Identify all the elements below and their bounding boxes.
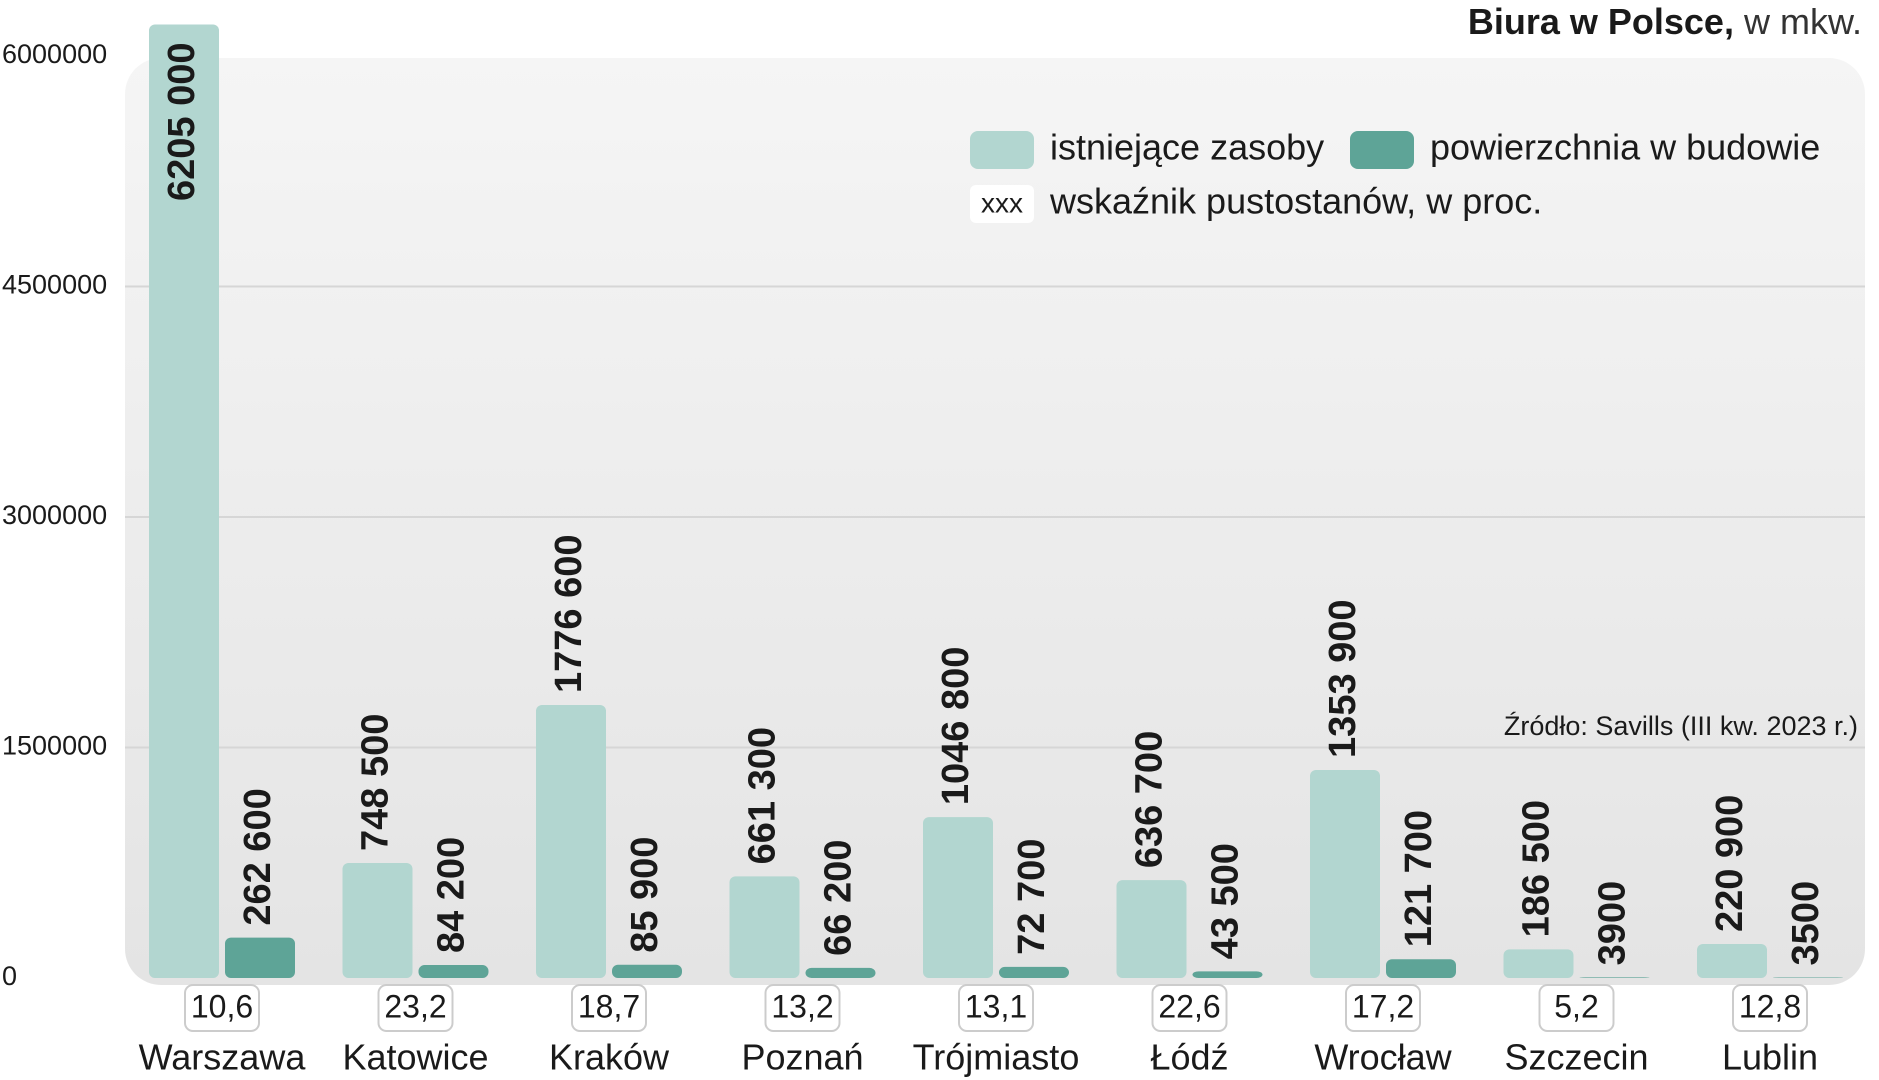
- legend-swatch: [1350, 131, 1414, 169]
- bar: [729, 876, 800, 978]
- subtitle: w mkw.: [1743, 1, 1862, 42]
- value-label: 636 700: [1129, 731, 1171, 868]
- value-label: 84 200: [431, 837, 473, 953]
- value-label: 748 500: [355, 714, 397, 851]
- x-tick-label: Łódź: [1150, 1037, 1228, 1078]
- vacancy-box: [571, 984, 647, 1032]
- bar: [149, 24, 219, 978]
- value-label: 72 700: [1011, 839, 1053, 955]
- bar: [1697, 944, 1767, 978]
- value-label: 661 300: [742, 727, 784, 864]
- bar: [999, 966, 1069, 978]
- value-label: 262 600: [237, 788, 279, 925]
- legend-sample: xxx: [981, 187, 1023, 218]
- x-tick-label: Katowice: [342, 1037, 488, 1078]
- vacancy-label: 22,6: [1158, 988, 1220, 1024]
- vacancy-label: 23,2: [384, 988, 446, 1024]
- x-tick-label: Poznań: [741, 1037, 863, 1078]
- value-label: 85 900: [624, 837, 666, 953]
- y-tick-label: 3000000: [2, 500, 107, 530]
- bar: [1386, 959, 1456, 978]
- vacancy-label: 13,2: [771, 988, 833, 1024]
- x-tick-label: Kraków: [549, 1037, 670, 1078]
- x-tick-label: Lublin: [1722, 1037, 1818, 1078]
- legend-swatch: [970, 185, 1034, 223]
- value-label: 121 700: [1398, 810, 1440, 947]
- value-label: 1353 900: [1322, 599, 1364, 758]
- vacancy-box: [1345, 984, 1421, 1032]
- vacancy-box: [1151, 984, 1228, 1032]
- bar: [1773, 977, 1843, 978]
- chart-title: Biura w Polsce, w mkw.: [1468, 1, 1862, 42]
- title: Biura w Polsce,: [1468, 1, 1734, 42]
- bar: [225, 937, 295, 978]
- legend-label: wskaźnik pustostanów, w proc.: [1049, 181, 1542, 222]
- vacancy-box: [1538, 984, 1615, 1032]
- value-label: 1046 800: [935, 647, 977, 806]
- vacancy-label: 10,6: [191, 988, 253, 1024]
- vacancy-box: [184, 984, 260, 1032]
- legend-label: powierzchnia w budowie: [1430, 127, 1820, 168]
- y-tick-label: 4500000: [2, 270, 107, 300]
- vacancy-label: 5,2: [1554, 988, 1598, 1024]
- value-label: 3500: [1785, 881, 1827, 966]
- bar: [342, 862, 413, 978]
- value-label: 43 500: [1205, 843, 1247, 959]
- y-tick-label: 1500000: [2, 731, 107, 761]
- vacancy-box: [764, 984, 841, 1032]
- value-label: 66 200: [818, 840, 860, 956]
- bar: [1503, 949, 1574, 978]
- bar: [612, 964, 682, 978]
- vacancy-box: [1732, 984, 1808, 1032]
- value-label: 6205 000: [161, 42, 203, 201]
- legend-label: istniejące zasoby: [1050, 127, 1324, 168]
- x-tick-label: Szczecin: [1504, 1037, 1648, 1078]
- bar: [923, 817, 993, 978]
- bar: [805, 967, 876, 978]
- x-tick-label: Wrocław: [1314, 1037, 1452, 1078]
- vacancy-label: 17,2: [1352, 988, 1414, 1024]
- vacancy-label: 18,7: [578, 988, 640, 1024]
- bar: [1310, 769, 1380, 978]
- bar: [536, 704, 606, 978]
- y-tick-label: 6000000: [2, 39, 107, 69]
- value-label: 186 500: [1516, 800, 1558, 937]
- value-label: 3900: [1592, 881, 1634, 966]
- vacancy-label: 13,1: [965, 988, 1027, 1024]
- y-tick-label: 0: [2, 961, 17, 991]
- value-label: 1776 600: [548, 534, 590, 693]
- x-tick-label: Trójmiasto: [913, 1037, 1080, 1078]
- x-tick-label: Warszawa: [139, 1037, 307, 1078]
- bar: [1579, 977, 1650, 978]
- source: Źródło: Savills (III kw. 2023 r.): [1504, 711, 1858, 741]
- bar: [1192, 971, 1263, 978]
- legend-swatch: [970, 131, 1034, 169]
- bar: [418, 965, 489, 978]
- vacancy-label: 12,8: [1739, 988, 1801, 1024]
- bar: [1116, 880, 1187, 978]
- vacancy-box: [958, 984, 1034, 1032]
- vacancy-box: [377, 984, 454, 1032]
- value-label: 220 900: [1709, 795, 1751, 932]
